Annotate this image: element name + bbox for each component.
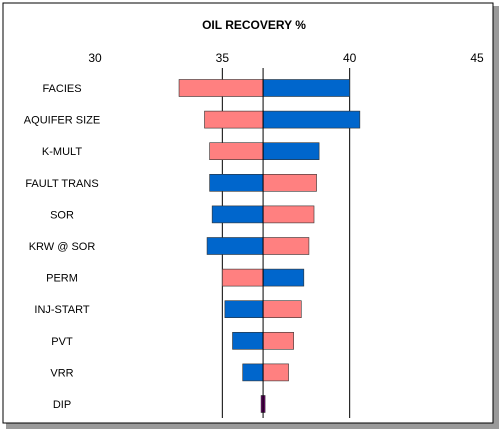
bar-facies-series-2 — [262, 79, 350, 97]
category-label: PERM — [46, 273, 78, 285]
bar-krw-sor-series-2 — [206, 237, 264, 255]
bar-facies-series-1 — [178, 79, 264, 97]
bar-vrr-series-2 — [242, 363, 264, 382]
bar-perm-series-1 — [222, 268, 264, 287]
bar-aquifer-size-series-2 — [262, 110, 361, 129]
bar-krw-sor-series-1 — [262, 237, 310, 255]
x-tick-label: 30 — [88, 51, 102, 65]
category-label: FAULT TRANS — [25, 178, 98, 190]
x-axis-ticks: 30 35 40 45 — [88, 51, 484, 65]
category-label: AQUIFER SIZE — [24, 115, 100, 127]
category-label: K-MULT — [42, 146, 82, 158]
category-label: KRW @ SOR — [29, 241, 96, 253]
bar-sor-series-1 — [262, 205, 315, 224]
bar-fault-trans-series-2 — [209, 174, 264, 192]
bar-perm-series-2 — [262, 268, 305, 287]
bar-k-mult-series-1 — [209, 142, 264, 160]
bar-vrr-series-1 — [262, 363, 289, 382]
category-label: FACIES — [42, 83, 81, 95]
category-label: SOR — [50, 209, 74, 221]
bar-k-mult-series-2 — [262, 142, 320, 160]
category-label: PVT — [51, 336, 73, 348]
category-labels: FACIES AQUIFER SIZE K-MULT FAULT TRANS SOR KR… — [24, 83, 100, 411]
category-label: VRR — [50, 367, 73, 379]
bar-aquifer-size-series-1 — [204, 110, 264, 129]
bar-inj-start-series-2 — [224, 300, 264, 319]
bar-pvt-series-2 — [232, 331, 264, 350]
category-label: DIP — [53, 399, 71, 411]
x-tick-label: 45 — [470, 51, 484, 65]
bar-pvt-series-1 — [262, 331, 294, 350]
bar-fault-trans-series-1 — [262, 174, 317, 192]
x-tick-label: 35 — [216, 51, 230, 65]
category-label: INJ-START — [34, 304, 89, 316]
bar-inj-start-series-1 — [262, 300, 302, 319]
bars — [178, 79, 361, 413]
bar-sor-series-2 — [211, 205, 264, 224]
chart-title: OIL RECOVERY % — [202, 18, 306, 32]
x-tick-label: 40 — [343, 51, 357, 65]
